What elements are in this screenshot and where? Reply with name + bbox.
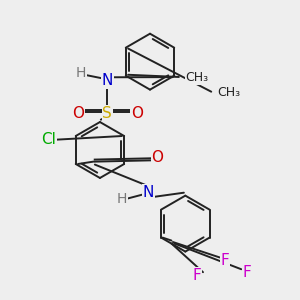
Text: O: O	[131, 106, 143, 121]
Text: Cl: Cl	[41, 132, 56, 147]
Text: H: H	[117, 192, 127, 206]
Text: O: O	[72, 106, 84, 121]
Text: N: N	[102, 73, 113, 88]
Text: CH₃: CH₃	[218, 86, 241, 99]
Text: N: N	[143, 185, 154, 200]
Text: H: H	[76, 66, 86, 80]
Text: F: F	[243, 265, 251, 280]
Text: F: F	[193, 268, 202, 283]
Text: CH₃: CH₃	[185, 71, 208, 84]
Text: O: O	[152, 150, 164, 165]
Text: S: S	[102, 106, 112, 121]
Text: F: F	[221, 253, 230, 268]
